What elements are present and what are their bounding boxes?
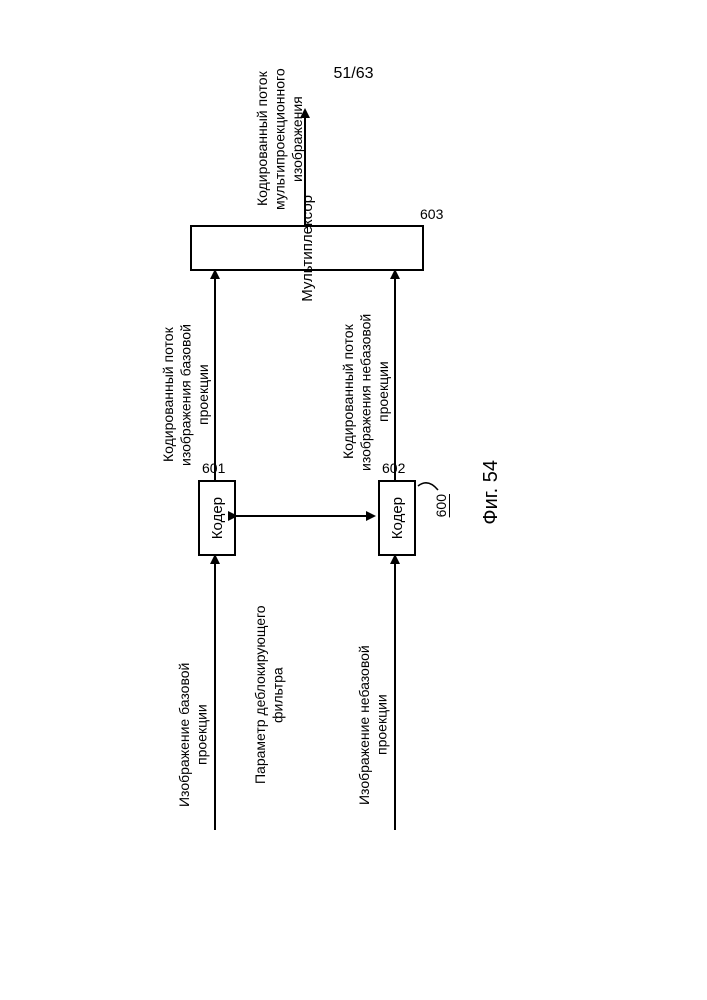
diagram-arrows xyxy=(0,0,707,1000)
